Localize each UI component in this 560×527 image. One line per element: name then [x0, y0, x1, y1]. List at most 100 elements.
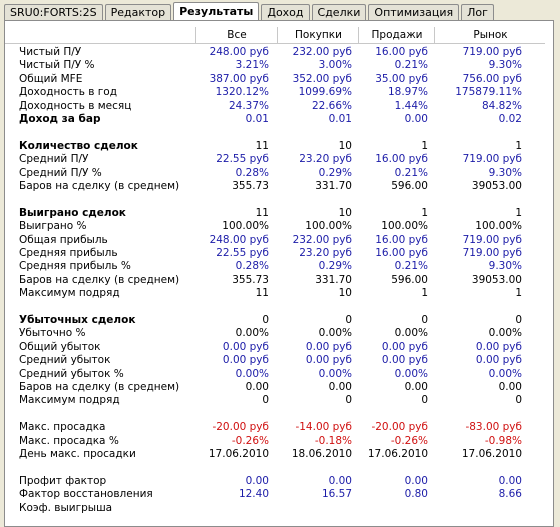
column-header: Покупки [277, 27, 359, 43]
row-value: 18.06.2010 [291, 448, 352, 460]
row-value: 387.00 руб [209, 72, 269, 85]
tab[interactable]: Сделки [311, 4, 367, 20]
tab[interactable]: Результаты [173, 2, 260, 20]
row-value: 719.00 руб [462, 153, 522, 166]
row-label: Средняя прибыль % [19, 260, 131, 273]
row-value: 0.00 [404, 381, 428, 393]
tab[interactable]: SRU0:FORTS:2S [4, 4, 103, 20]
row-value: 10 [338, 287, 352, 300]
tab[interactable]: Оптимизация [368, 4, 460, 20]
row-value: 352.00 руб [292, 72, 352, 85]
row-value: 0.00 руб [305, 354, 352, 367]
row-value: -0.26% [390, 434, 428, 447]
row-value: 3.00% [318, 59, 352, 72]
row-value: -0.18% [314, 434, 352, 447]
row-label: Фактор восстановления [19, 488, 153, 501]
column-header: Продажи [358, 27, 435, 43]
row-value: 0.00 руб [381, 354, 428, 367]
row-value: 0.00 [404, 474, 428, 487]
row-label: Средний убыток [19, 354, 111, 367]
row-value: 0.21% [394, 59, 428, 72]
row-value: 18.97% [387, 86, 428, 99]
row-label: Макс. просадка % [19, 434, 119, 447]
row-value: 0.00 руб [381, 340, 428, 353]
row-value: 3.21% [235, 59, 269, 72]
row-label: Баров на сделку (в среднем) [19, 381, 180, 393]
row-value: 0.29% [318, 260, 352, 273]
row-value: 22.55 руб [216, 247, 269, 259]
row-value: 0 [515, 314, 522, 326]
row-value: 175879.11% [455, 86, 522, 99]
row-value: 0.21% [394, 166, 428, 179]
row-value: 22.66% [311, 99, 352, 112]
row-value: 0.28% [235, 166, 269, 179]
row-value: 0.00% [235, 327, 269, 340]
row-value: 1 [421, 206, 428, 219]
row-label: Количество сделок [19, 139, 138, 152]
row-value: 0.00 руб [305, 340, 352, 353]
row-value: 0.00 [245, 381, 269, 393]
row-value: 22.55 руб [216, 153, 269, 166]
row-value: 0.00% [235, 367, 269, 380]
row-label: Доходность в год [19, 86, 117, 99]
row-value: 0 [345, 314, 352, 326]
row-value: -20.00 руб [371, 421, 428, 434]
row-value: 9.30% [488, 166, 522, 179]
row-label: Убыточно % [19, 327, 86, 340]
row-value: 0 [421, 314, 428, 326]
row-value: 16.00 руб [375, 153, 428, 166]
row-value: 0 [262, 314, 269, 326]
results-panel: Все Покупки Продажи Рынок Чистый П/У 248.00 … [4, 20, 554, 527]
row-value: 0.00% [488, 367, 522, 380]
row-label: Макс. просадка [19, 421, 106, 434]
row-value: 12.40 [238, 488, 269, 501]
tab[interactable]: Лог [461, 4, 494, 20]
row-value: 0.00% [488, 327, 522, 340]
row-label: Баров на сделку (в среднем) [19, 273, 180, 286]
row-value: 23.20 руб [299, 153, 352, 166]
row-value: 0.00% [394, 367, 428, 380]
row-value: 1 [515, 287, 522, 300]
row-value: 0.00 [328, 381, 352, 393]
row-label: Общий убыток [19, 340, 101, 353]
row-value: 100.00% [222, 220, 269, 233]
row-label: Средний П/У % [19, 166, 102, 179]
row-value: 17.06.2010 [461, 448, 522, 460]
row-value: 100.00% [381, 220, 428, 233]
row-value: 23.20 руб [299, 247, 352, 259]
row-label: Максимум подряд [19, 287, 120, 300]
row-value: 11 [255, 139, 269, 152]
row-value: 0.00 [328, 474, 352, 487]
row-value: -0.98% [484, 434, 522, 447]
row-value: 0.80 [404, 488, 428, 501]
table-header: Все Покупки Продажи Рынок [5, 27, 545, 44]
row-value: 248.00 руб [209, 233, 269, 246]
row-label: Выиграно сделок [19, 206, 126, 219]
row-value: 11 [255, 206, 269, 219]
row-value: 16.57 [321, 488, 352, 501]
row-value: 0.00% [394, 327, 428, 340]
tab[interactable]: Доход [261, 4, 310, 20]
row-value: 0.00 руб [475, 354, 522, 367]
row-label: Выиграно % [19, 220, 87, 233]
row-label: Профит фактор [19, 474, 107, 487]
row-value: 0.29% [318, 166, 352, 179]
row-value: 719.00 руб [462, 46, 522, 58]
row-value: -20.00 руб [212, 421, 269, 434]
row-value: 0.00% [318, 327, 352, 340]
row-label: Средняя прибыль [19, 247, 118, 259]
row-value: 248.00 руб [209, 46, 269, 58]
row-label: Коэф. выигрыша [19, 501, 113, 514]
row-value: 0.02 [498, 113, 522, 125]
row-value: 331.70 [315, 180, 352, 192]
row-label: Общий MFE [19, 72, 83, 85]
row-value: 10 [338, 139, 352, 152]
row-value: -83.00 руб [465, 421, 522, 434]
row-label: Максимум подряд [19, 394, 120, 407]
row-value: 232.00 руб [292, 233, 352, 246]
row-value: 596.00 [391, 180, 428, 192]
tab[interactable]: Редактор [104, 4, 172, 20]
row-value: 1099.69% [298, 86, 352, 99]
row-value: 9.30% [488, 59, 522, 72]
